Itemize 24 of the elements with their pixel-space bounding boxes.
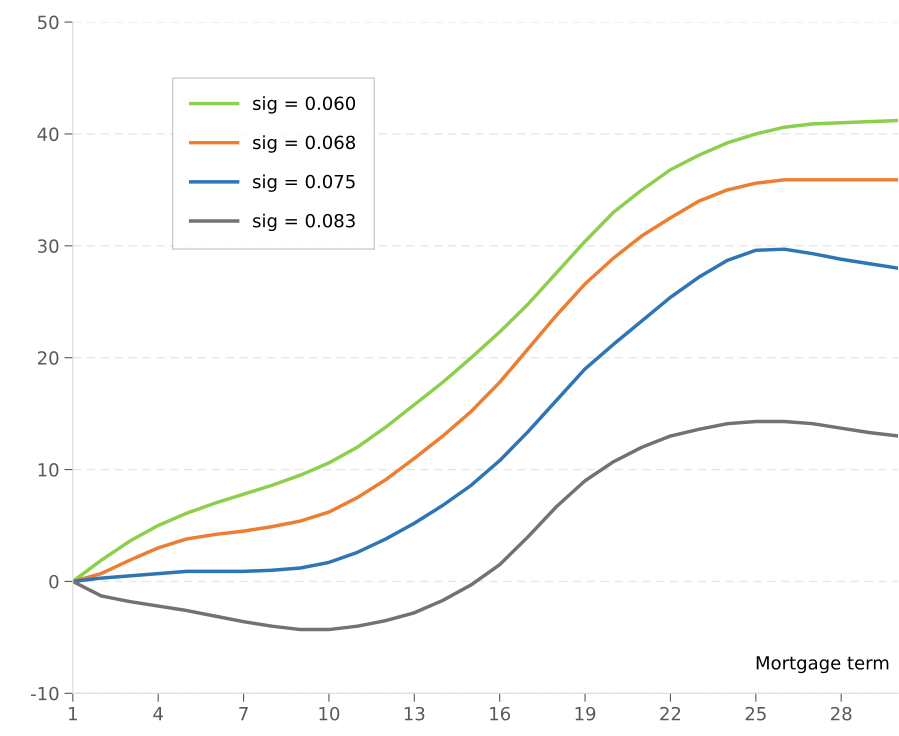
x-axis-title: Mortgage term xyxy=(756,656,888,674)
legend-label: sig = 0.060 xyxy=(253,96,356,114)
x-tick-label: 7 xyxy=(239,707,248,720)
x-tick-label: 13 xyxy=(404,706,424,720)
y-tick-label: 50 xyxy=(38,16,58,30)
line-series xyxy=(72,247,898,584)
y-tick-label: 30 xyxy=(38,239,58,253)
x-tick-label: 19 xyxy=(576,706,596,720)
line-series xyxy=(72,420,898,632)
y-tick-label: 0 xyxy=(49,574,58,589)
y-tick-label: 20 xyxy=(38,351,58,365)
y-tick-label: 40 xyxy=(38,127,58,142)
y-tick-label: 10 xyxy=(38,463,58,477)
x-tick-label: 16 xyxy=(490,706,510,720)
legend-label: sig = 0.068 xyxy=(253,135,356,153)
x-tick-label: 22 xyxy=(660,706,680,720)
y-tick-label: -10 xyxy=(31,686,58,700)
x-tick-label: 4 xyxy=(153,707,163,720)
x-tick-label: 10 xyxy=(319,706,340,720)
legend-label: sig = 0.083 xyxy=(253,214,355,232)
legend-label: sig = 0.075 xyxy=(253,174,355,192)
x-tick-label: 25 xyxy=(746,706,766,720)
x-tick-label: 1 xyxy=(69,707,77,720)
x-tick-label: 28 xyxy=(831,706,852,720)
